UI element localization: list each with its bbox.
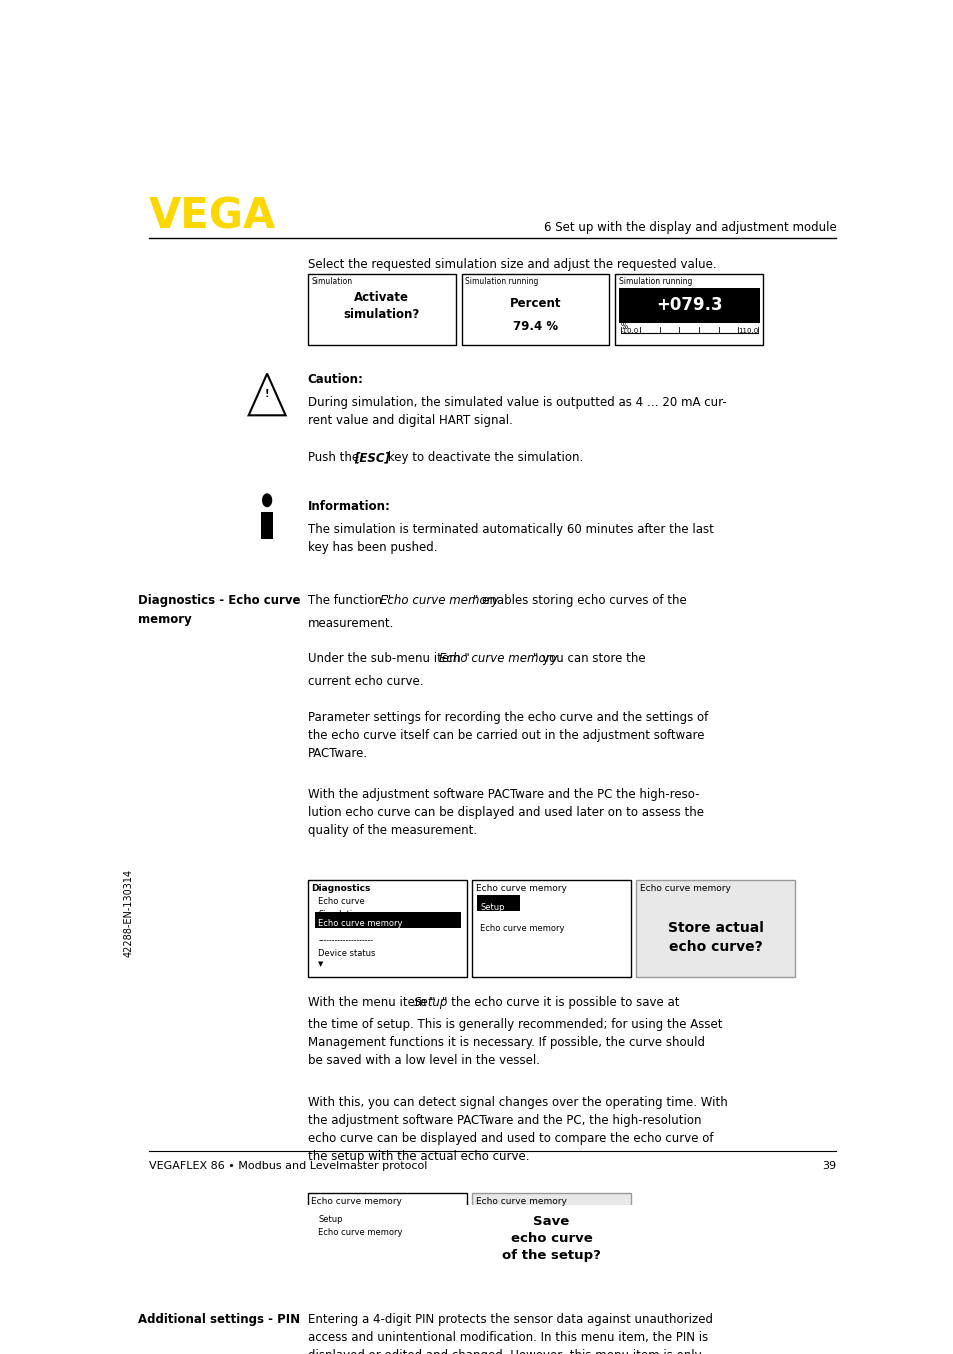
- Text: ▼: ▼: [317, 961, 323, 967]
- Text: VEGA: VEGA: [149, 196, 275, 238]
- Text: Diagnostics: Diagnostics: [311, 884, 371, 892]
- Text: Echo curve memory: Echo curve memory: [317, 1228, 402, 1238]
- Text: %: %: [619, 322, 627, 330]
- Text: Activate
simulation?: Activate simulation?: [343, 291, 419, 321]
- Text: The simulation is terminated automatically 60 minutes after the last
key has bee: The simulation is terminated automatical…: [308, 523, 713, 554]
- Text: During simulation, the simulated value is outputted as 4 … 20 mA cur-
rent value: During simulation, the simulated value i…: [308, 395, 726, 427]
- Text: 110.0: 110.0: [737, 328, 758, 334]
- FancyBboxPatch shape: [618, 287, 759, 324]
- Text: Simulation running: Simulation running: [465, 278, 538, 286]
- Text: Entering a 4-digit PIN protects the sensor data against unauthorized
access and : Entering a 4-digit PIN protects the sens…: [308, 1313, 712, 1354]
- Text: Echo curve: Echo curve: [317, 898, 364, 906]
- Text: --------------------: --------------------: [317, 936, 373, 945]
- Text: " you can store the: " you can store the: [532, 653, 644, 666]
- Text: current echo curve.: current echo curve.: [308, 676, 423, 688]
- Text: Simulation: Simulation: [317, 910, 362, 919]
- Text: With this, you can detect signal changes over the operating time. With
the adjus: With this, you can detect signal changes…: [308, 1095, 727, 1163]
- Text: Echo curve memory: Echo curve memory: [476, 884, 566, 892]
- Text: [ESC]: [ESC]: [354, 451, 390, 464]
- Text: +079.3: +079.3: [656, 297, 721, 314]
- Text: Parameter settings for recording the echo curve and the settings of
the echo cur: Parameter settings for recording the ech…: [308, 711, 707, 760]
- Text: !: !: [265, 390, 269, 399]
- Text: Echo curve memory: Echo curve memory: [380, 594, 498, 607]
- Text: VEGAFLEX 86 • Modbus and Levelmaster protocol: VEGAFLEX 86 • Modbus and Levelmaster pro…: [149, 1162, 427, 1171]
- Text: Under the sub-menu item ": Under the sub-menu item ": [308, 653, 469, 666]
- Text: With the adjustment software PACTware and the PC the high-reso-
lution echo curv: With the adjustment software PACTware an…: [308, 788, 703, 837]
- Text: Simulation running: Simulation running: [618, 278, 692, 286]
- Text: -10.0: -10.0: [619, 328, 639, 334]
- Text: " the echo curve it is possible to save at: " the echo curve it is possible to save …: [442, 995, 679, 1009]
- Text: Percent: Percent: [509, 297, 560, 310]
- Text: Push the: Push the: [308, 451, 362, 464]
- Text: Diagnostics - Echo curve
memory: Diagnostics - Echo curve memory: [137, 594, 300, 626]
- FancyBboxPatch shape: [308, 274, 456, 345]
- Text: Setup: Setup: [479, 903, 504, 911]
- Text: The function ": The function ": [308, 594, 391, 607]
- Text: Echo curve memory: Echo curve memory: [479, 923, 564, 933]
- Text: Caution:: Caution:: [308, 374, 363, 386]
- FancyBboxPatch shape: [472, 1193, 630, 1263]
- Text: 79.4 %: 79.4 %: [513, 320, 558, 333]
- Text: " enables storing echo curves of the: " enables storing echo curves of the: [473, 594, 686, 607]
- Text: 6 Set up with the display and adjustment module: 6 Set up with the display and adjustment…: [543, 221, 836, 234]
- Text: Echo curve memory: Echo curve memory: [439, 653, 558, 666]
- FancyBboxPatch shape: [636, 880, 794, 976]
- FancyBboxPatch shape: [261, 512, 273, 539]
- Text: Echo curve memory: Echo curve memory: [639, 884, 730, 892]
- FancyBboxPatch shape: [461, 274, 609, 345]
- Text: Additional settings - PIN: Additional settings - PIN: [137, 1313, 299, 1327]
- Text: With the menu item ": With the menu item ": [308, 995, 435, 1009]
- FancyBboxPatch shape: [472, 880, 630, 976]
- Text: Information:: Information:: [308, 500, 390, 513]
- Text: Echo curve memory: Echo curve memory: [311, 1197, 402, 1205]
- FancyBboxPatch shape: [314, 913, 460, 927]
- Circle shape: [262, 494, 272, 506]
- Text: Select the requested simulation size and adjust the requested value.: Select the requested simulation size and…: [308, 259, 716, 271]
- Text: Setup: Setup: [317, 1216, 342, 1224]
- Text: Save
echo curve
of the setup?: Save echo curve of the setup?: [501, 1216, 600, 1262]
- FancyBboxPatch shape: [476, 895, 519, 911]
- Text: measurement.: measurement.: [308, 617, 394, 630]
- Text: 42288-EN-130314: 42288-EN-130314: [124, 869, 133, 957]
- Text: 39: 39: [821, 1162, 836, 1171]
- Text: Simulation: Simulation: [311, 278, 353, 286]
- FancyBboxPatch shape: [308, 1193, 466, 1263]
- Text: the time of setup. This is generally recommended; for using the Asset
Management: the time of setup. This is generally rec…: [308, 1018, 721, 1067]
- FancyBboxPatch shape: [308, 880, 466, 976]
- Text: Setup: Setup: [414, 995, 448, 1009]
- Text: Echo curve memory: Echo curve memory: [317, 919, 402, 929]
- FancyBboxPatch shape: [615, 274, 762, 345]
- Text: key to deactivate the simulation.: key to deactivate the simulation.: [383, 451, 582, 464]
- Text: Device status: Device status: [317, 949, 375, 957]
- Text: Store actual
echo curve?: Store actual echo curve?: [667, 922, 762, 953]
- Text: Echo curve memory: Echo curve memory: [476, 1197, 566, 1205]
